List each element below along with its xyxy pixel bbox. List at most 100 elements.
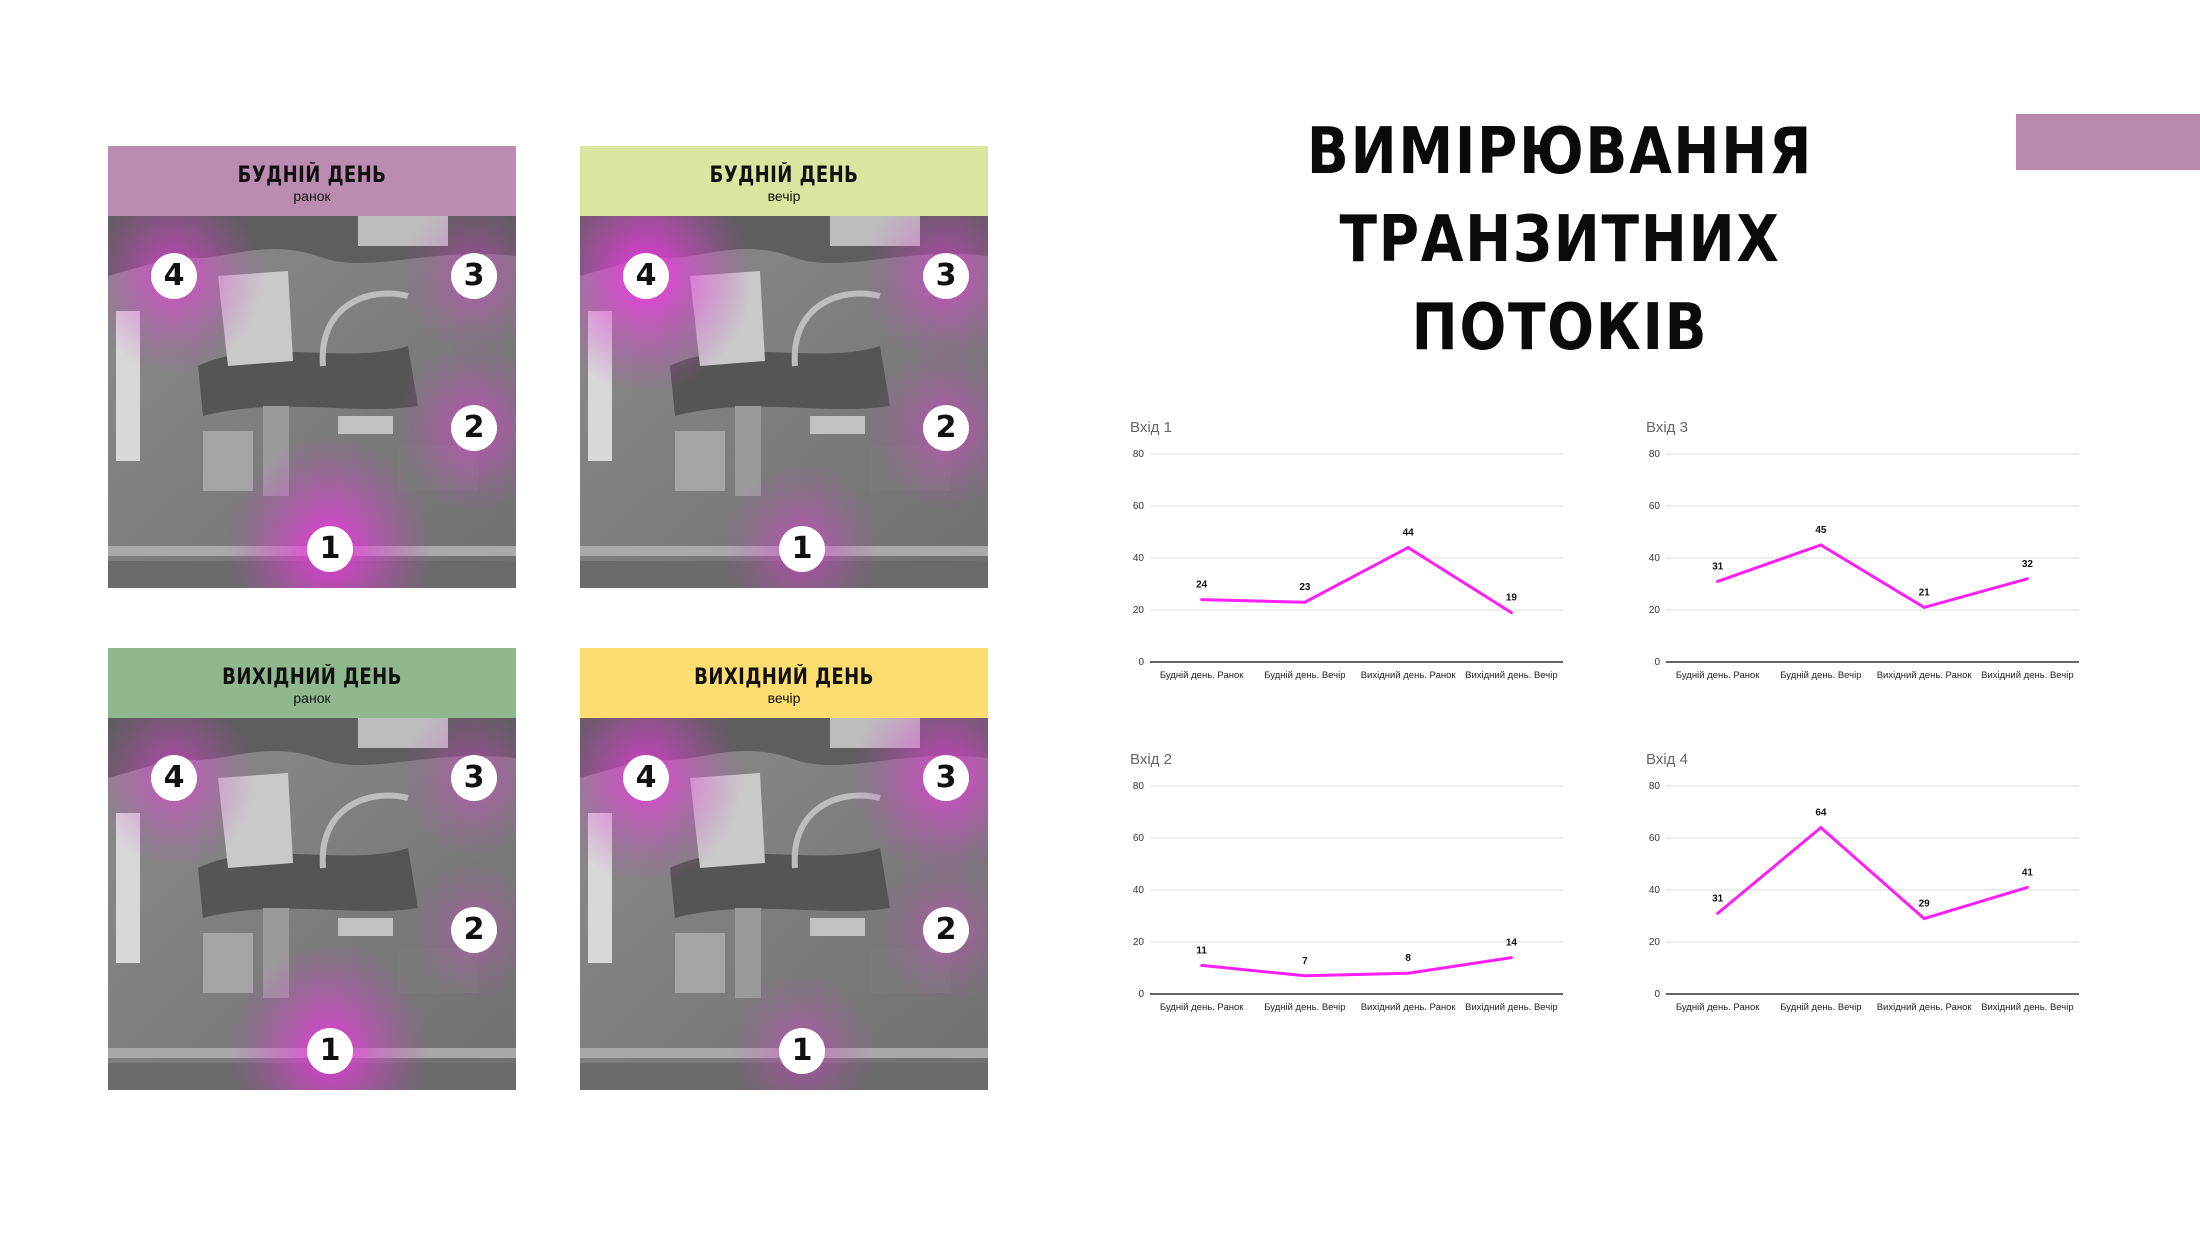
data-label: 7 <box>1302 956 1308 967</box>
panel-title: БУДНІЙ ДЕНЬ <box>237 163 387 188</box>
y-tick-label: 80 <box>1133 781 1145 792</box>
aerial-map: 1 2 3 4 <box>108 216 516 588</box>
series-line <box>1716 825 2028 921</box>
y-tick-label: 80 <box>1649 449 1661 460</box>
x-tick-label: Вихідний день. Вечір <box>1465 670 1558 681</box>
y-tick-label: 20 <box>1133 937 1145 948</box>
entrance-marker-4: 4 <box>151 253 197 299</box>
entrance-marker-2: 2 <box>451 405 497 451</box>
data-point <box>1922 605 1926 609</box>
panel-subtitle: ранок <box>293 188 331 204</box>
chart-title: Вхід 3 <box>1646 419 1688 436</box>
x-tick-label: Вихідний день. Вечір <box>1981 1002 2074 1013</box>
y-tick-label: 60 <box>1649 501 1661 512</box>
y-tick-label: 20 <box>1649 937 1661 948</box>
data-label: 41 <box>2022 867 2034 878</box>
panel-subtitle: вечір <box>767 188 801 204</box>
map-panel-weekend-evening: ВИХІДНИЙ ДЕНЬ вечір 1 2 3 4 <box>580 648 988 1090</box>
y-tick-label: 0 <box>1138 989 1144 1000</box>
panel-title: ВИХІДНИЙ ДЕНЬ <box>694 665 874 690</box>
y-tick-label: 0 <box>1654 657 1660 668</box>
chart-title: Вхід 1 <box>1130 419 1172 436</box>
chart-entrance-1: Вхід 1 0 20 40 60 80 Будній день. Ранок Будній … <box>1128 416 1598 696</box>
entrance-marker-1: 1 <box>307 1028 353 1074</box>
entrance-marker-2: 2 <box>923 907 969 953</box>
y-tick-label: 0 <box>1654 989 1660 1000</box>
page-title-line2: ПОТОКІВ <box>1411 291 1709 365</box>
data-label: 64 <box>1815 808 1827 819</box>
data-point <box>1509 956 1513 960</box>
chart-entrance-2: Вхід 2 0 20 40 60 80 Будній день. Ранок Будній … <box>1128 748 1598 1028</box>
chart-entrance-3: Вхід 3 0 20 40 60 80 Будній день. Ранок Будній … <box>1644 416 2114 696</box>
aerial-photo <box>580 718 988 1090</box>
x-tick-label: Вихідний день. Ранок <box>1361 670 1457 681</box>
data-label: 44 <box>1403 528 1415 539</box>
entrance-marker-3: 3 <box>923 755 969 801</box>
y-tick-label: 40 <box>1649 885 1661 896</box>
x-tick-label: Вихідний день. Ранок <box>1877 1002 1973 1013</box>
line-chart: Вхід 4 0 20 40 60 80 Будній день. Ранок Будній … <box>1646 751 2079 1013</box>
x-tick-label: Будній день. Вечір <box>1264 1002 1345 1013</box>
entrance-marker-4: 4 <box>623 253 669 299</box>
y-tick-label: 80 <box>1133 449 1145 460</box>
accent-bar <box>2016 114 2200 170</box>
chart-entrance-4: Вхід 4 0 20 40 60 80 Будній день. Ранок Будній … <box>1644 748 2114 1028</box>
entrance-marker-3: 3 <box>451 755 497 801</box>
data-point <box>1819 826 1823 830</box>
y-tick-label: 0 <box>1138 657 1144 668</box>
series-line <box>1201 545 1513 614</box>
entrance-marker-2: 2 <box>923 405 969 451</box>
entrance-marker-1: 1 <box>779 526 825 572</box>
entrance-marker-4: 4 <box>623 755 669 801</box>
data-point <box>1716 911 1720 915</box>
y-tick-label: 40 <box>1133 553 1145 564</box>
panel-subtitle: ранок <box>293 690 331 706</box>
x-tick-label: Будній день. Вечір <box>1780 670 1861 681</box>
panel-header: БУДНІЙ ДЕНЬ вечір <box>580 146 988 216</box>
y-tick-label: 40 <box>1649 553 1661 564</box>
y-tick-label: 20 <box>1649 605 1661 616</box>
data-point <box>2025 885 2029 889</box>
data-label: 31 <box>1712 893 1724 904</box>
data-label: 23 <box>1299 582 1311 593</box>
data-label: 21 <box>1919 587 1931 598</box>
x-tick-label: Вихідний день. Вечір <box>1465 1002 1558 1013</box>
aerial-map: 1 2 3 4 <box>580 718 988 1090</box>
entrance-marker-1: 1 <box>779 1028 825 1074</box>
entrance-marker-3: 3 <box>451 253 497 299</box>
data-point <box>1819 543 1823 547</box>
x-tick-label: Вихідний день. Вечір <box>1981 670 2074 681</box>
line-chart: Вхід 2 0 20 40 60 80 Будній день. Ранок Будній … <box>1130 751 1563 1013</box>
series-line <box>1201 956 1512 978</box>
panel-subtitle: вечір <box>767 690 801 706</box>
data-label: 45 <box>1815 525 1827 536</box>
x-tick-label: Будній день. Ранок <box>1160 670 1244 681</box>
chart-title: Вхід 4 <box>1646 751 1688 768</box>
panel-title: БУДНІЙ ДЕНЬ <box>709 163 859 188</box>
x-tick-label: Будній день. Ранок <box>1160 1002 1244 1013</box>
map-panel-weekday-evening: БУДНІЙ ДЕНЬ вечір 1 2 3 4 <box>580 146 988 588</box>
map-panel-weekday-morning: БУДНІЙ ДЕНЬ ранок 1 2 3 4 <box>108 146 516 588</box>
x-tick-label: Будній день. Вечір <box>1780 1002 1861 1013</box>
data-point <box>1303 974 1307 978</box>
data-point <box>1200 598 1204 602</box>
panel-title: ВИХІДНИЙ ДЕНЬ <box>222 665 402 690</box>
y-tick-label: 60 <box>1133 501 1145 512</box>
x-tick-label: Будній день. Вечір <box>1264 670 1345 681</box>
data-point <box>1406 546 1410 550</box>
data-point <box>1303 600 1307 604</box>
y-tick-label: 60 <box>1649 833 1661 844</box>
entrance-marker-2: 2 <box>451 907 497 953</box>
map-panel-weekend-morning: ВИХІДНИЙ ДЕНЬ ранок 1 2 3 4 <box>108 648 516 1090</box>
entrance-marker-4: 4 <box>151 755 197 801</box>
y-tick-label: 40 <box>1133 885 1145 896</box>
data-label: 11 <box>1196 945 1207 956</box>
x-tick-label: Вихідний день. Ранок <box>1877 670 1973 681</box>
aerial-map: 1 2 3 4 <box>108 718 516 1090</box>
line-chart: Вхід 3 0 20 40 60 80 Будній день. Ранок Будній … <box>1646 419 2079 681</box>
data-point <box>1406 971 1410 975</box>
data-label: 29 <box>1919 899 1931 910</box>
data-label: 31 <box>1712 561 1724 572</box>
panel-header: БУДНІЙ ДЕНЬ ранок <box>108 146 516 216</box>
data-label: 32 <box>2022 559 2034 570</box>
